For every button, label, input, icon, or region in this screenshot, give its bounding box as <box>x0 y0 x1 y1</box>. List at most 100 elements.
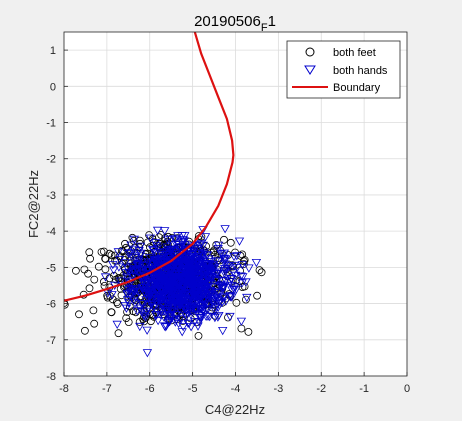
both-hands-point <box>143 294 153 303</box>
both-hands-point <box>200 233 211 242</box>
both-feet-point <box>75 310 83 319</box>
both-feet-point <box>122 314 131 323</box>
y-tick-label: -1 <box>46 118 56 130</box>
both-hands-point <box>141 296 151 305</box>
both-hands-point <box>176 292 186 301</box>
both-hands-point <box>170 262 180 271</box>
both-hands-point <box>141 313 151 322</box>
legend-marker-both-feet <box>305 47 315 57</box>
both-hands-point <box>241 278 251 287</box>
both-hands-point <box>167 250 178 259</box>
both-hands-point <box>113 248 123 257</box>
both-hands-point <box>121 269 131 278</box>
both-hands-point <box>189 286 199 295</box>
both-hands-point <box>227 282 237 291</box>
both-hands-point <box>173 232 183 241</box>
plot-area <box>64 32 266 358</box>
both-hands-point <box>144 287 154 296</box>
x-tick-label: 0 <box>404 383 410 395</box>
both-feet-point <box>85 284 94 293</box>
both-hands-point <box>142 349 153 358</box>
both-hands-point <box>165 276 175 285</box>
both-hands-point <box>242 293 252 303</box>
both-hands-point <box>128 266 139 276</box>
both-hands-point <box>169 296 179 305</box>
both-hands-point <box>160 284 170 293</box>
both-feet-point <box>143 238 152 247</box>
both-hands-point <box>229 252 239 262</box>
both-feet-point <box>220 235 228 244</box>
both-feet-point <box>226 238 235 247</box>
both-hands-point <box>193 322 203 331</box>
y-tick-label: -6 <box>46 299 56 311</box>
both-feet-point <box>107 308 116 317</box>
both-feet-point <box>90 319 99 328</box>
both-hands-point <box>196 279 207 288</box>
both-hands-point <box>221 297 231 306</box>
both-feet-point <box>124 318 133 327</box>
both-hands-point <box>190 267 201 276</box>
x-tick-label: -5 <box>188 383 198 395</box>
both-feet-point <box>85 248 94 257</box>
both-hands-point <box>237 261 247 270</box>
both-hands-point <box>158 277 168 286</box>
both-hands-point <box>107 291 117 300</box>
boundary-line <box>64 32 235 302</box>
both-hands-point <box>217 299 227 308</box>
both-hands-point <box>190 277 201 287</box>
both-hands-point <box>124 299 134 308</box>
both-hands-point <box>251 259 262 268</box>
both-hands-point <box>217 294 228 303</box>
both-hands-point <box>133 259 143 269</box>
grid-lines <box>63 32 408 377</box>
both-hands-point <box>196 240 207 249</box>
x-tick-label: -8 <box>59 383 69 395</box>
both-feet-point <box>232 298 241 307</box>
both-hands-point <box>228 268 238 278</box>
both-feet-point <box>101 254 109 263</box>
both-feet-point <box>140 312 149 321</box>
both-hands-point <box>196 268 206 277</box>
both-hands-point <box>115 277 126 286</box>
both-hands-point <box>203 300 213 309</box>
both-hands-point <box>165 318 175 327</box>
both-hands-point <box>213 289 223 298</box>
both-hands-point <box>205 277 215 286</box>
both-hands-point <box>181 312 192 321</box>
both-hands-point <box>139 312 149 321</box>
both-hands-point <box>162 305 172 314</box>
both-hands-point <box>135 251 146 260</box>
both-hands-point <box>160 323 170 332</box>
both-hands-point <box>227 286 237 295</box>
both-hands-point <box>135 322 145 332</box>
both-hands-point <box>198 226 208 235</box>
chart-title-subscript: F <box>261 22 268 34</box>
both-hands-point <box>200 284 210 293</box>
both-hands-point <box>150 239 161 248</box>
both-hands-point <box>179 237 190 246</box>
chart-title: 20190506F1 <box>194 13 276 34</box>
both-hands-point <box>145 234 156 243</box>
both-hands-point <box>184 294 194 303</box>
both-hands-point <box>190 242 201 251</box>
both-hands-point <box>230 271 241 281</box>
both-hands-point <box>135 304 145 313</box>
both-hands-point <box>225 312 235 322</box>
both-hands-point <box>203 260 214 269</box>
x-tick-label: -2 <box>316 383 326 395</box>
both-feet-point <box>89 306 98 315</box>
both-feet-point <box>113 300 122 308</box>
both-feet-point <box>105 249 114 258</box>
both-feet-point <box>114 329 123 338</box>
both-feet-point <box>97 248 106 256</box>
both-hands-point <box>135 242 146 251</box>
both-hands-point <box>141 261 151 270</box>
x-axis-ticks: -8 -7 -6 -5 -4 -3 -2 -1 0 <box>59 372 410 395</box>
y-tick-label: -5 <box>46 262 56 274</box>
y-tick-label: -7 <box>46 335 56 347</box>
both-hands-point <box>214 312 224 321</box>
both-feet-point <box>94 262 103 271</box>
both-hands-point <box>168 301 179 310</box>
both-hands-point <box>183 260 193 269</box>
both-hands-point <box>173 319 184 329</box>
